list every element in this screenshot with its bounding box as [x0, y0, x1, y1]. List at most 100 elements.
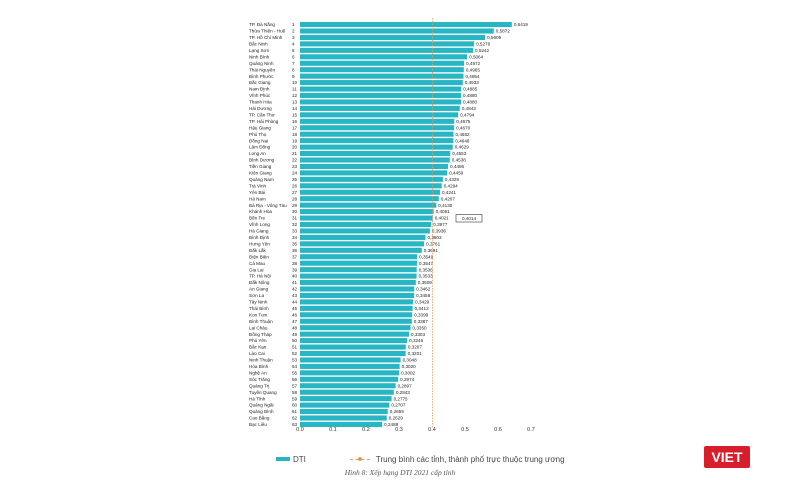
province-label: Ninh Thuận [249, 358, 273, 363]
dti-bar [300, 112, 459, 118]
value-label: 0,4794 [460, 112, 474, 117]
province-label: Lạng Sơn [249, 48, 270, 53]
province-label: TP. Hải Phòng [249, 119, 279, 124]
dti-bar [300, 267, 417, 273]
province-label: Bắc Kạn [249, 344, 267, 350]
rank-label: 53 [292, 358, 298, 363]
province-label: Ninh Bình [249, 54, 270, 59]
rank-label: 32 [292, 222, 298, 227]
province-label: Bình Thuận [249, 319, 273, 324]
value-label: 0,4648 [455, 138, 469, 143]
dti-bar [300, 41, 475, 47]
province-label: Quảng Ngãi [249, 403, 274, 408]
province-label: Lâm Đồng [249, 145, 271, 150]
dti-legend-label: DTI [293, 454, 306, 464]
value-label: 0,4880 [463, 93, 477, 98]
province-label: Cao Bằng [249, 415, 270, 421]
value-label: 0,2775 [394, 396, 408, 401]
rank-label: 47 [292, 319, 298, 324]
dti-bar [300, 273, 417, 279]
province-label: Gia Lai [249, 267, 264, 272]
chart-legend: DTI Trung bình các tỉnh, thành phố trực … [276, 452, 565, 466]
dti-bar [300, 409, 388, 415]
province-label: Phú Thọ [249, 132, 267, 137]
rank-label: 9 [292, 74, 295, 79]
dti-bar [300, 376, 399, 382]
value-label: 0,3350 [413, 325, 427, 330]
value-label: 0,3201 [408, 351, 422, 356]
dti-bar [300, 170, 448, 176]
value-label: 0,3691 [424, 248, 438, 253]
value-label: 0,4885 [463, 87, 477, 92]
province-label: Đồng Tháp [249, 332, 272, 337]
province-label: Quảng Ninh [249, 61, 274, 66]
province-label: Quảng Nam [249, 177, 274, 182]
rank-label: 12 [292, 93, 298, 98]
value-label: 0,4329 [445, 177, 459, 182]
value-label: 0,3207 [408, 345, 422, 350]
province-label: Cà Mau [249, 261, 266, 266]
province-label: Hà Tĩnh [249, 396, 266, 401]
province-label: An Giang [249, 287, 269, 292]
value-label: 0,3399 [414, 312, 428, 317]
province-label: Đắk Lắk [249, 247, 267, 253]
province-label: Bà Rịa - Vũng Tàu [249, 203, 287, 208]
dti-bar [300, 312, 413, 318]
value-label: 0,3509 [418, 280, 432, 285]
dti-bar [300, 254, 418, 260]
value-label: 0,3412 [415, 306, 429, 311]
rank-label: 15 [292, 112, 298, 117]
x-tick-label: 0.1 [329, 427, 337, 433]
dti-bar [300, 60, 465, 66]
value-label: 0,3020 [402, 364, 416, 369]
value-label: 0,4880 [463, 100, 477, 105]
value-label: 0,4294 [444, 183, 458, 188]
value-label: 0,5242 [475, 48, 489, 53]
province-label: TP. Hồ Chí Minh [249, 35, 283, 40]
dti-bar [300, 131, 454, 137]
province-label: Trà Vinh [249, 183, 267, 188]
province-label: Kon Tum [249, 312, 268, 317]
rank-label: 62 [292, 416, 298, 421]
value-label: 0,5609 [487, 35, 501, 40]
province-label: Điện Biên [249, 254, 269, 259]
dti-bar [300, 331, 409, 337]
dti-bar [300, 125, 455, 131]
dti-bar [300, 73, 464, 79]
dti-bar [300, 357, 401, 363]
rank-label: 14 [292, 106, 298, 111]
rank-label: 11 [292, 87, 297, 92]
value-label: 0,4130 [438, 203, 452, 208]
province-label: Sơn La [249, 293, 264, 298]
x-tick-label: 0.5 [461, 427, 469, 433]
rank-label: 16 [292, 119, 298, 124]
rank-label: 4 [292, 42, 295, 47]
value-label: 0,2707 [391, 403, 405, 408]
province-label: Bình Định [249, 235, 270, 240]
rank-label: 48 [292, 325, 298, 330]
dti-bar [300, 196, 439, 202]
viet-logo: VIET [704, 446, 750, 468]
province-label: Thanh Hóa [249, 100, 272, 105]
province-label: Sóc Trăng [249, 377, 270, 382]
dti-bar [300, 325, 411, 331]
dti-bar [300, 118, 455, 124]
dti-bar [300, 54, 468, 60]
rank-label: 45 [292, 306, 298, 311]
value-label: 0,3547 [419, 261, 433, 266]
dti-bar [300, 163, 449, 169]
rank-label: 41 [292, 280, 298, 285]
value-label: 0,4553 [452, 151, 466, 156]
province-label: Hậu Giang [249, 125, 271, 130]
dti-bar [300, 221, 432, 228]
dti-bar [300, 396, 392, 402]
province-label: Bình Phước [249, 74, 274, 79]
rank-label: 13 [292, 100, 298, 105]
dti-bar [300, 228, 430, 234]
dti-legend-swatch [276, 457, 290, 461]
dti-bar [300, 92, 462, 99]
value-label: 0,4021 [435, 216, 449, 221]
value-label: 0,3533 [419, 274, 433, 279]
province-label: Thái Bình [249, 306, 269, 311]
